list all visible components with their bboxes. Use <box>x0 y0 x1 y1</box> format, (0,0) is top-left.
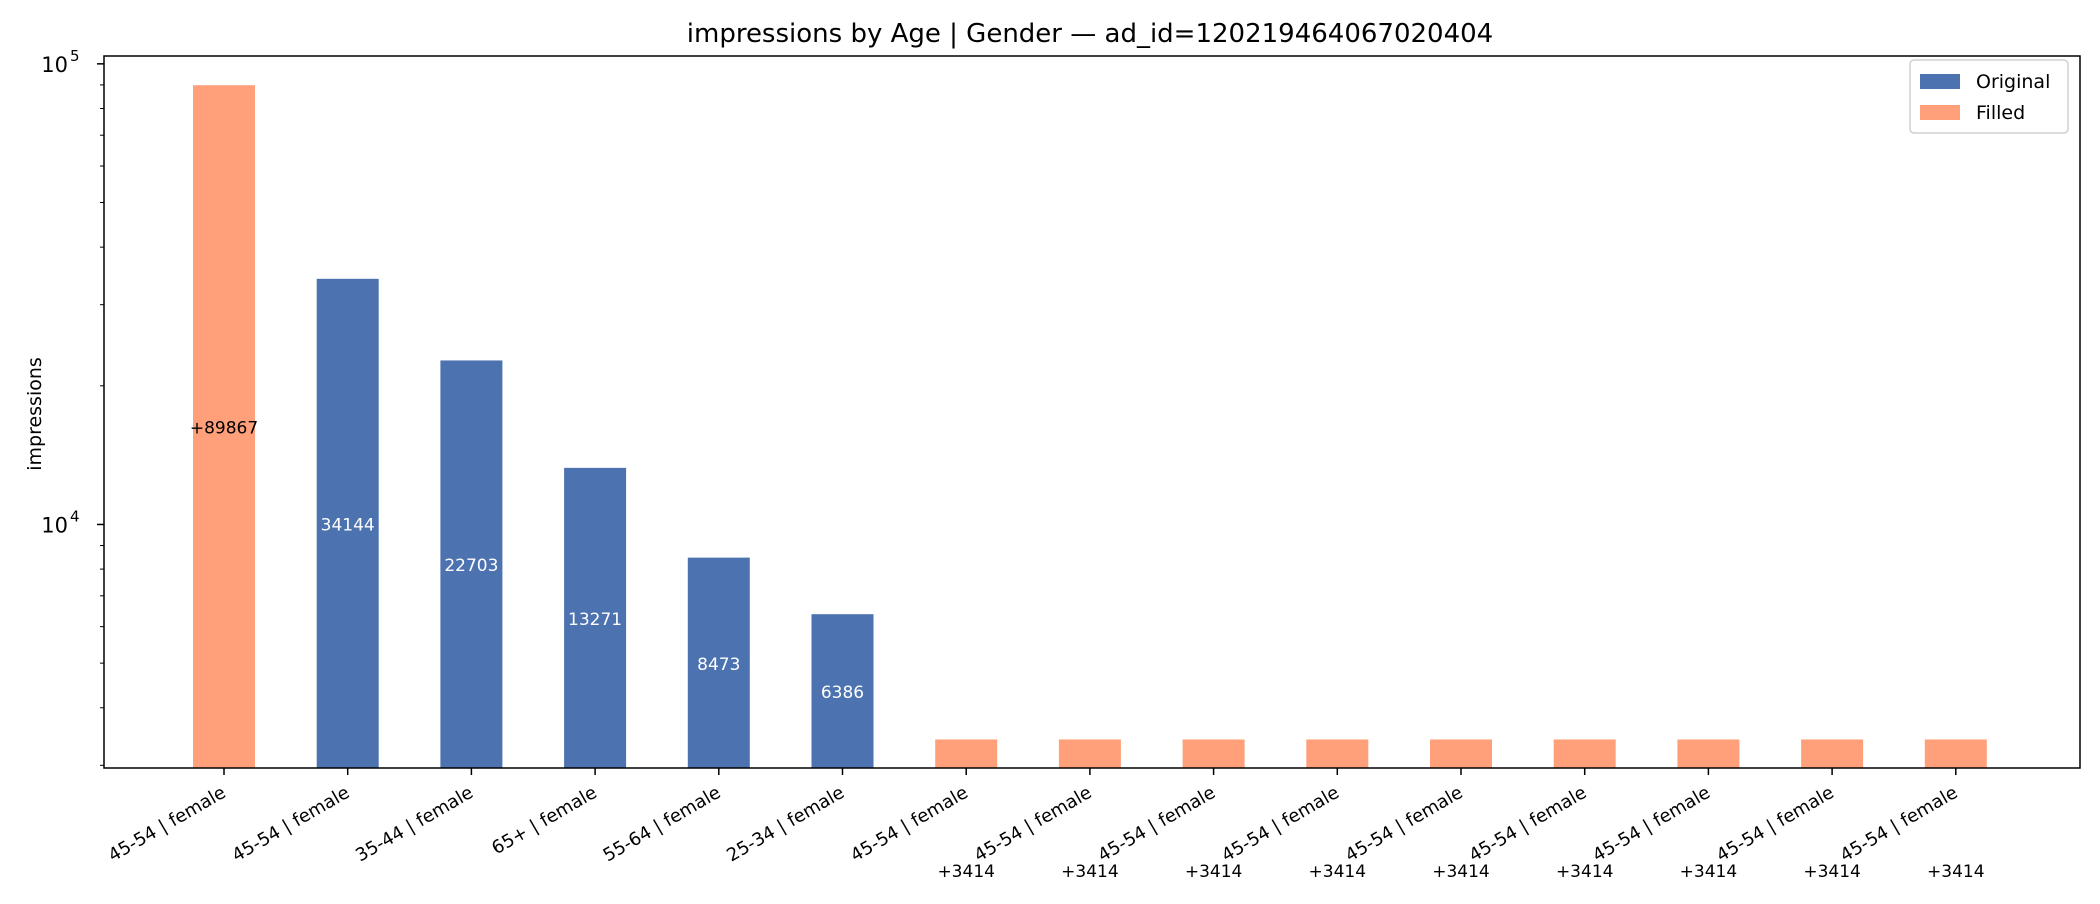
bar-label-0: +89867 <box>190 419 258 439</box>
bar-original-2 <box>440 360 503 768</box>
legend-swatch-filled <box>1920 105 1960 120</box>
y-tick-label-1: 10 <box>41 53 68 77</box>
bar-label-6: +3414 <box>937 862 995 882</box>
bar-label-4: 8473 <box>697 655 740 675</box>
y-tick-exponent-0: 4 <box>70 507 80 525</box>
bar-filled-13 <box>1801 739 1864 768</box>
bar-label-2: 22703 <box>444 556 498 576</box>
bar-label-11: +3414 <box>1556 862 1614 882</box>
bar-original-4 <box>687 557 750 768</box>
bar-label-5: 6386 <box>821 683 864 703</box>
y-tick-exponent-1: 5 <box>70 47 80 65</box>
chart-title: impressions by Age | Gender — ad_id=1202… <box>687 19 1493 49</box>
bar-label-1: 34144 <box>321 515 375 535</box>
bar-filled-11 <box>1553 739 1616 768</box>
bar-filled-10 <box>1430 739 1492 768</box>
bar-filled-8 <box>1182 739 1245 768</box>
bar-original-3 <box>564 467 627 768</box>
bar-filled-14 <box>1924 739 1987 768</box>
bar-original-1 <box>316 278 379 768</box>
bar-label-7: +3414 <box>1061 862 1119 882</box>
bar-original-5 <box>811 614 874 768</box>
legend-label-original: Original <box>1976 71 2050 93</box>
bar-labels-layer: +89867 34144 22703 13271 8473 6386 +3414 +3414 +… <box>190 419 1985 882</box>
y-tick-label-0: 10 <box>41 513 68 537</box>
bar-filled-9 <box>1306 739 1369 768</box>
bar-label-12: +3414 <box>1680 862 1738 882</box>
y-tick-base-1: 10 <box>41 53 68 77</box>
legend: Original Filled <box>1909 59 2069 134</box>
bar-label-14: +3414 <box>1927 862 1985 882</box>
legend-swatch-original <box>1920 74 1960 89</box>
plot-frame <box>103 55 2081 769</box>
bars-layer <box>193 85 1987 769</box>
bar-filled-12 <box>1677 739 1740 768</box>
bar-label-8: +3414 <box>1185 862 1243 882</box>
y-axis-label: impressions <box>24 357 46 471</box>
bar-label-10: +3414 <box>1432 862 1490 882</box>
bar-label-3: 13271 <box>568 610 622 630</box>
bar-filled-6 <box>935 739 998 768</box>
bar-filled-0 <box>193 85 255 769</box>
bar-filled-7 <box>1058 739 1121 768</box>
bar-label-13: +3414 <box>1803 862 1861 882</box>
y-tick-base-0: 10 <box>41 513 68 537</box>
bar-label-9: +3414 <box>1309 862 1367 882</box>
legend-label-filled: Filled <box>1976 102 2025 124</box>
